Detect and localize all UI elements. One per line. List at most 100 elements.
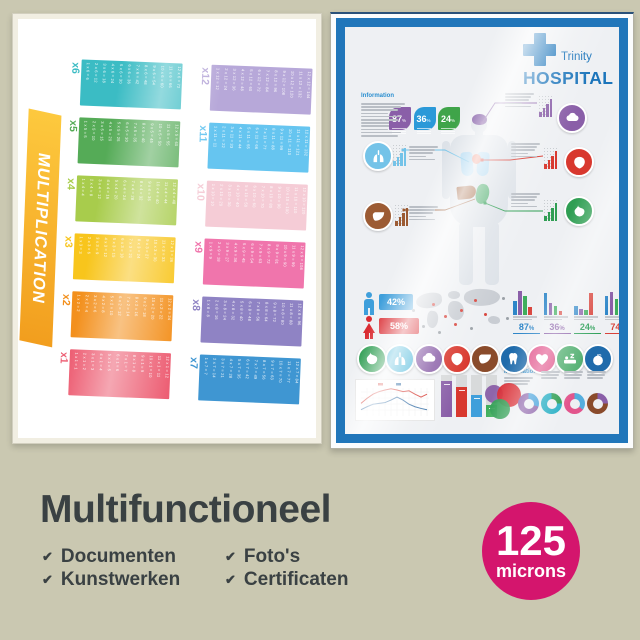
male-icon bbox=[363, 292, 375, 315]
right-laminating-pouch: Trinity HOSPITAL Information Information… bbox=[330, 12, 634, 449]
heart-organ-callout-circle bbox=[564, 147, 594, 177]
brain-icon bbox=[422, 353, 435, 362]
feature-label: Documenten bbox=[60, 545, 176, 567]
tooth-badge bbox=[498, 344, 529, 374]
brain-badge bbox=[413, 344, 444, 374]
hospital-poster: Trinity HOSPITAL Information Information… bbox=[345, 27, 619, 434]
lungs-callout-circle bbox=[363, 141, 393, 171]
feature-item: ✔ Foto's bbox=[225, 545, 348, 568]
map-dot bbox=[460, 309, 463, 312]
heart-organ-icon bbox=[451, 353, 463, 366]
continent bbox=[425, 310, 440, 329]
regional-percent: 36% bbox=[543, 322, 571, 335]
check-icon: ✔ bbox=[225, 571, 236, 587]
table-label: x8 bbox=[189, 298, 203, 312]
table-label: x1 bbox=[57, 351, 70, 364]
thickness-badge: 125 microns bbox=[482, 502, 580, 600]
bar-fill bbox=[441, 381, 452, 417]
small-text-block bbox=[587, 371, 607, 381]
regional-value: 87 bbox=[518, 322, 529, 333]
line-chart-svg bbox=[360, 383, 429, 416]
brain-mini-chart bbox=[538, 95, 553, 117]
regional-value: 36 bbox=[549, 322, 560, 333]
equation: 12 x 9 = 108 bbox=[299, 245, 305, 271]
feature-item: ✔ Documenten bbox=[42, 545, 180, 568]
multiplication-title-banner: MULTIPLICATION bbox=[19, 108, 62, 348]
regional-stat-group: 36% bbox=[543, 289, 571, 335]
liver-icon bbox=[479, 354, 492, 364]
apple-icon bbox=[593, 354, 604, 366]
multiplication-table-strip: x11 1 x 11 = 11 2 x 11 = 22 3 x 11 = 33 4 x … bbox=[194, 122, 311, 173]
small-text-block bbox=[564, 371, 584, 381]
lungs-icon bbox=[373, 149, 383, 162]
map-dot bbox=[474, 299, 477, 302]
badge-unit: microns bbox=[495, 561, 567, 581]
hospital-poster-frame: Trinity HOSPITAL Information Information… bbox=[336, 18, 628, 443]
continent bbox=[415, 291, 443, 310]
donut-chart bbox=[587, 393, 608, 414]
equation: 12 x 12 = 144 bbox=[305, 71, 312, 99]
donut-hole bbox=[546, 398, 557, 409]
equation: 12 x 8 = 96 bbox=[296, 303, 303, 326]
female-head bbox=[366, 316, 372, 322]
continent bbox=[448, 291, 460, 299]
check-icon: ✔ bbox=[42, 548, 53, 564]
table-label: x2 bbox=[59, 293, 73, 306]
feature-label: Foto's bbox=[243, 545, 301, 567]
regional-percent: 24% bbox=[574, 322, 601, 335]
equation: 12 x 1 = 12 bbox=[164, 356, 171, 379]
male-percent-box: 42% bbox=[379, 294, 413, 310]
female-percent-box: 58% bbox=[379, 318, 419, 334]
stomach-callout-circle bbox=[564, 196, 594, 226]
donut-hole bbox=[523, 398, 534, 409]
heart-organ-badge bbox=[441, 344, 472, 374]
regional-bars bbox=[543, 289, 571, 315]
equation: 12 x 5 = 60 bbox=[173, 124, 180, 147]
multiplication-table-strip: x10 1 x 10 = 10 2 x 10 = 20 3 x 10 = 30 4 x … bbox=[192, 180, 308, 231]
female-dress bbox=[363, 323, 375, 333]
table-label: x11 bbox=[196, 125, 210, 143]
information-text bbox=[361, 103, 407, 122]
feature-label: Kunstwerken bbox=[60, 568, 181, 590]
liver-icon bbox=[372, 211, 384, 221]
equation: 12 x 6 = 72 bbox=[176, 66, 183, 89]
regional-value: 74 bbox=[610, 322, 619, 333]
regional-bars bbox=[513, 289, 540, 315]
brain-icon bbox=[566, 112, 578, 121]
sleep-icon bbox=[564, 353, 577, 364]
map-dot bbox=[506, 317, 509, 320]
table-equations: 1 x 10 = 10 2 x 10 = 20 3 x 10 = 30 4 x 10 … bbox=[205, 180, 308, 231]
lungs-callout-text bbox=[409, 146, 439, 162]
badge-value: 125 bbox=[495, 517, 567, 564]
feature-list-right: ✔ Foto's ✔ Certificaten bbox=[225, 545, 348, 591]
regional-caption bbox=[604, 316, 619, 321]
table-label: x10 bbox=[194, 183, 207, 202]
continent bbox=[463, 287, 501, 308]
donut-chart bbox=[564, 393, 585, 414]
bar-fill bbox=[471, 395, 482, 417]
tooth-icon bbox=[508, 353, 517, 365]
regional-stat-group: 74% bbox=[604, 289, 619, 335]
regional-caption bbox=[574, 316, 601, 321]
feature-list-left: ✔ Documenten ✔ Kunstwerken bbox=[42, 545, 180, 591]
regional-percent: 87% bbox=[513, 322, 540, 335]
stomach-badge bbox=[357, 344, 387, 374]
bar-fill bbox=[456, 387, 467, 417]
regional-bars bbox=[574, 289, 601, 315]
map-dot bbox=[438, 331, 441, 334]
male-body bbox=[364, 299, 374, 308]
stomach-icon bbox=[574, 204, 584, 216]
